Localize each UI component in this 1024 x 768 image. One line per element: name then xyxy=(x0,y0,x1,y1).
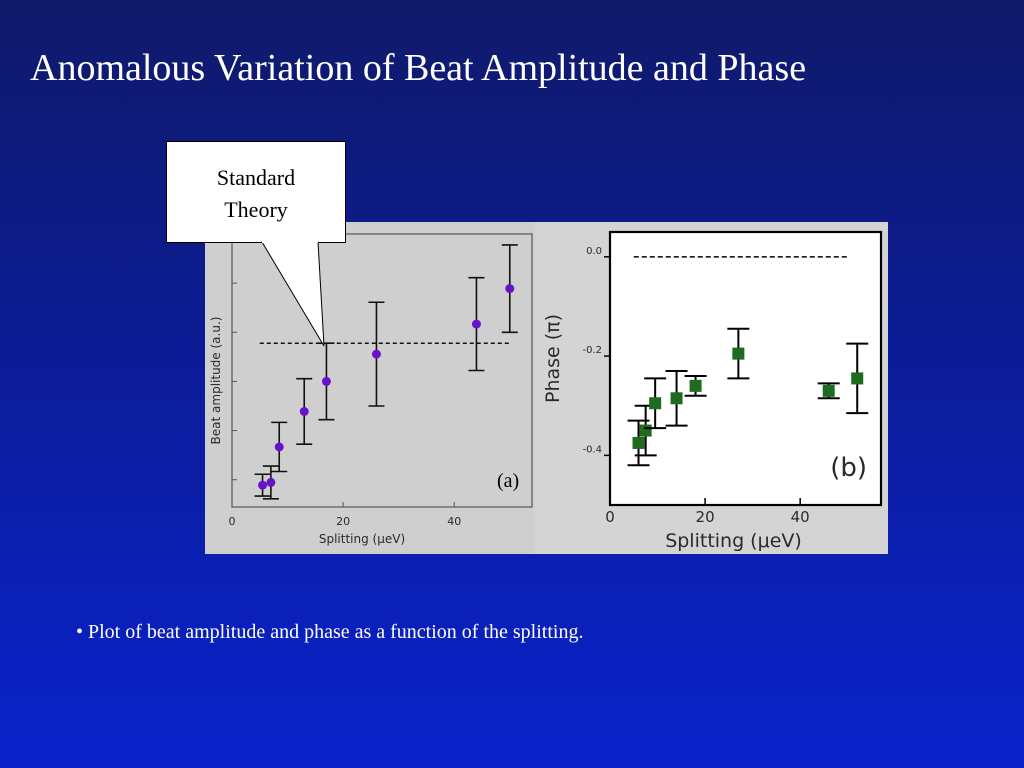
panel-b-point xyxy=(732,347,745,360)
panel-a-point xyxy=(266,477,276,487)
panel-b-ytick-label: -0.4 xyxy=(582,444,602,455)
panel-b-point xyxy=(639,424,652,437)
callout-line-2: Theory xyxy=(224,197,288,222)
panel-a-xtick-label: 20 xyxy=(336,515,350,528)
panel-b-point xyxy=(649,397,662,410)
panel-b-ylabel: Phase (π) xyxy=(542,314,564,403)
panel-a-point xyxy=(274,442,284,452)
panel-a-point xyxy=(371,349,381,359)
panel-b-xtick-label: 40 xyxy=(791,508,810,526)
slide-title: Anomalous Variation of Beat Amplitude an… xyxy=(30,47,807,89)
figure-panel: 0 20 40 Splitting (μeV) Beat amplitude (a.u.… xyxy=(205,222,888,554)
panel-b-point xyxy=(822,384,835,397)
panel-a-point xyxy=(471,319,481,329)
panel-a-ylabel: Beat amplitude (a.u.) xyxy=(209,317,223,445)
panel-a-point xyxy=(258,480,268,490)
bullet-text: • Plot of beat amplitude and phase as a … xyxy=(76,621,584,643)
panel-b-xtick-label: 0 xyxy=(605,508,615,526)
figure-svg: 0 20 40 Splitting (μeV) Beat amplitude (a.u.… xyxy=(209,222,888,554)
panel-a-xtick-label: 40 xyxy=(447,515,461,528)
panel-b-xtick-label: 20 xyxy=(696,508,715,526)
panel-a-xlabel: Splitting (μeV) xyxy=(319,532,405,546)
standard-theory-callout: Standard Theory xyxy=(166,141,346,243)
panel-a-point xyxy=(505,284,515,294)
panel-b-point xyxy=(670,392,683,405)
panel-a-label: (a) xyxy=(497,470,520,492)
panel-b-ytick-label: 0.0 xyxy=(586,246,602,257)
panel-b-point xyxy=(851,372,864,385)
panel-a-point xyxy=(299,406,309,416)
panel-b-point xyxy=(632,436,645,449)
panel-b-xlabel: Splitting (μeV) xyxy=(665,530,802,552)
panel-a-point xyxy=(321,376,331,386)
panel-a-frame xyxy=(231,233,533,508)
panel-a-xtick-label: 0 xyxy=(229,515,236,528)
panel-b-ytick-label: -0.2 xyxy=(582,345,602,356)
panel-b-frame xyxy=(608,230,883,507)
panel-b-point xyxy=(689,379,702,392)
panel-b-label: (b) xyxy=(830,453,867,483)
callout-line-1: Standard xyxy=(216,165,296,190)
